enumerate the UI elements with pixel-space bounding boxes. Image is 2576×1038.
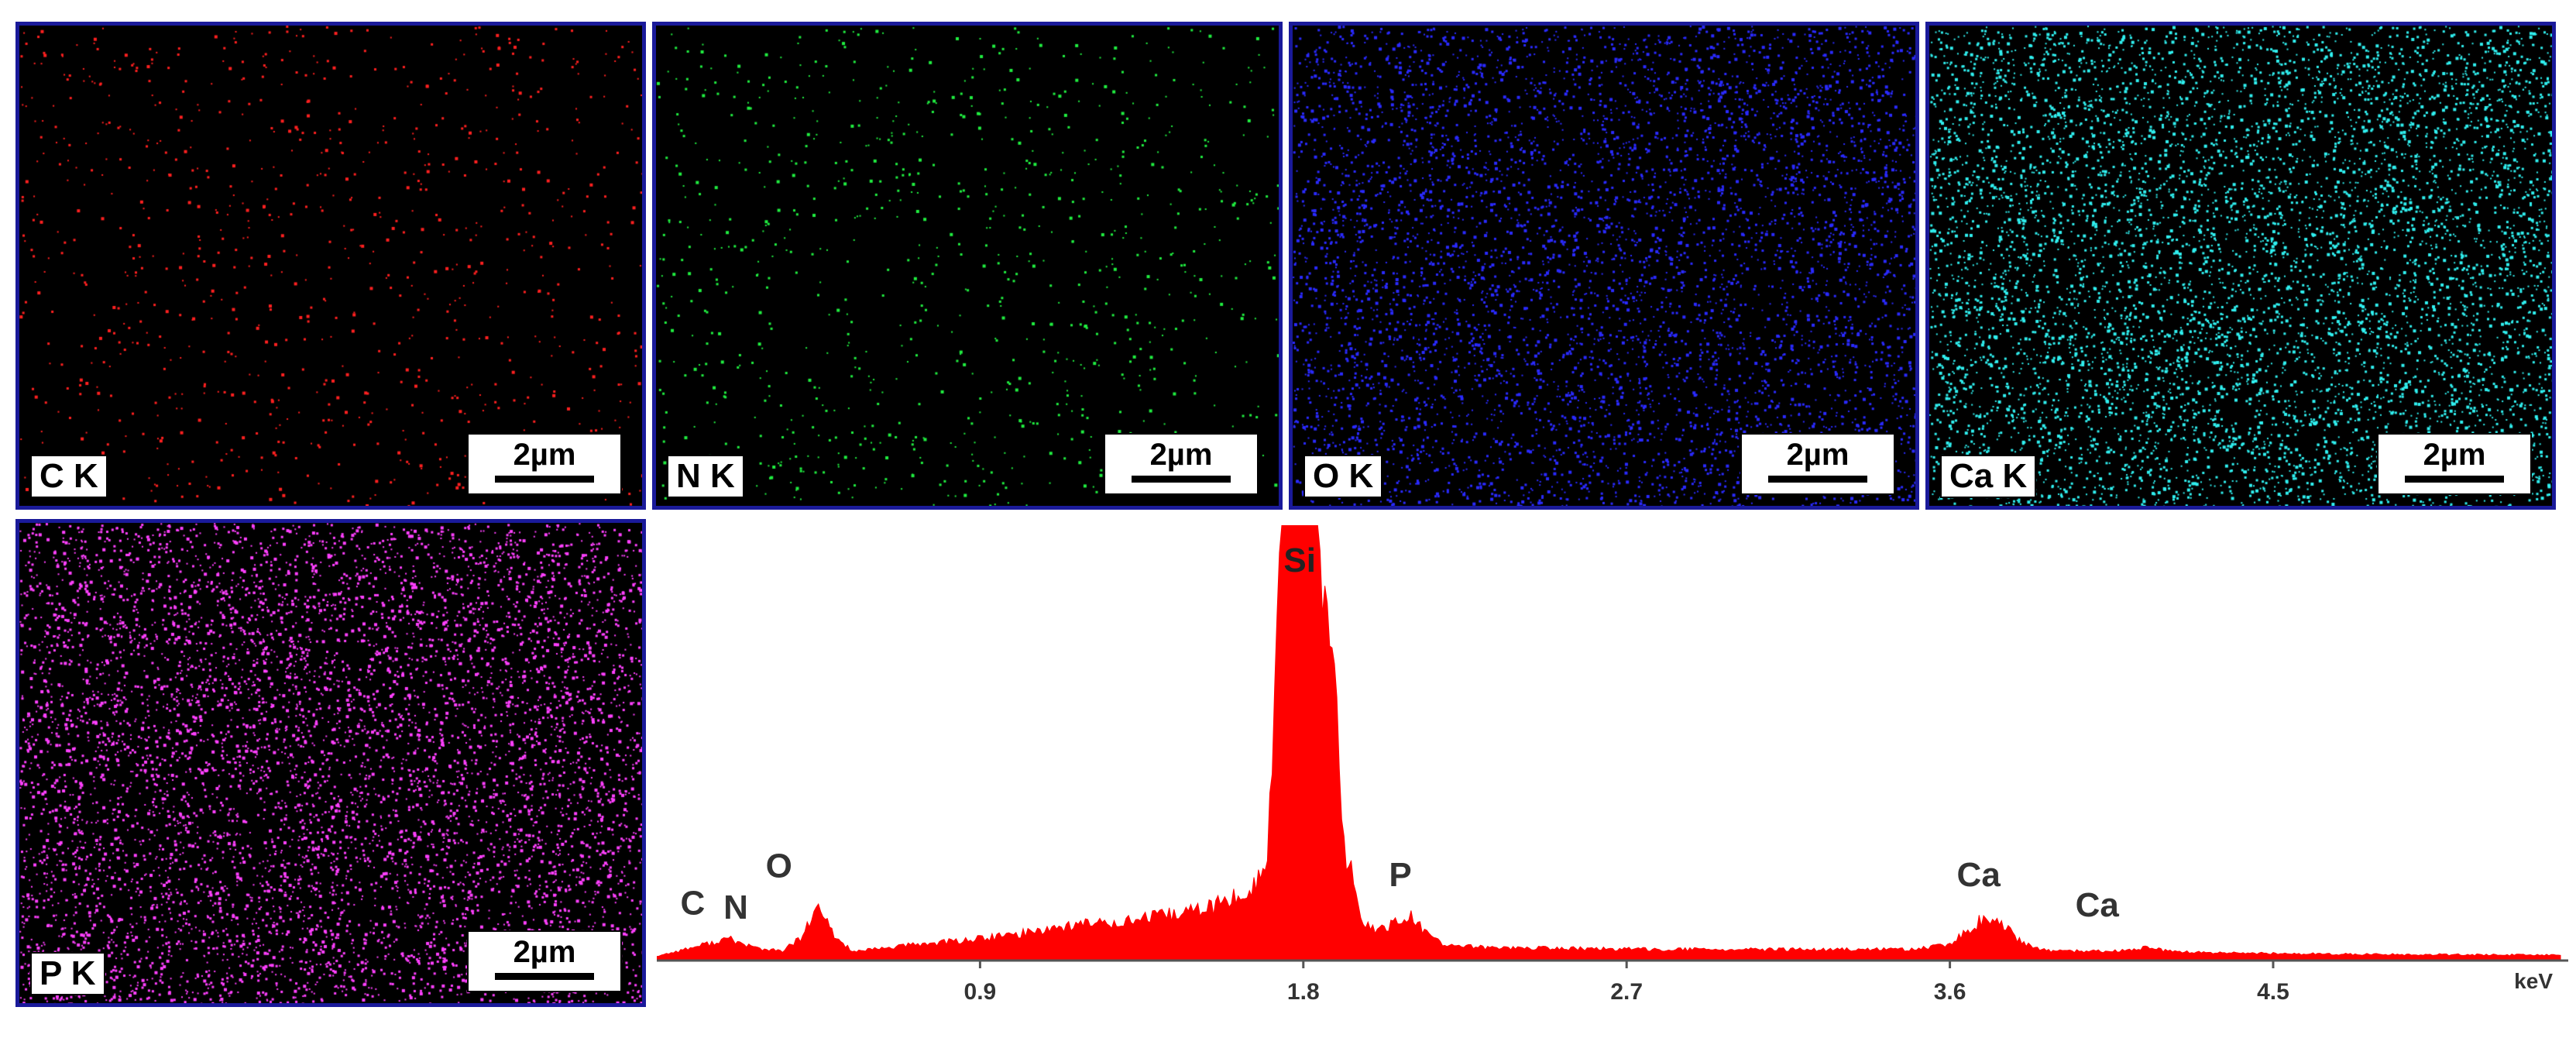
peak-label: O [766,847,792,885]
scale-bar-label: 2µm [1786,438,1850,472]
scale-bar-line [1768,476,1867,483]
scale-bar-label: 2µm [513,935,576,969]
map-dots [656,26,1279,506]
map-label: Ca K [1940,455,2037,498]
map-panel-c: C K 2µm [15,22,646,510]
peak-label: P [1389,856,1411,894]
peak-label: Si [1283,541,1316,579]
map-dots [1293,26,1915,506]
x-tick-label: 3.6 [1934,979,1966,1005]
spectrum-series [657,525,2561,961]
map-panel-p: P K 2µm [15,519,646,1007]
scale-bar-label: 2µm [2423,438,2486,472]
x-axis-label: keV [2514,969,2553,993]
peak-label: N [723,888,748,926]
map-label: O K [1303,455,1383,498]
scale-bar-label: 2µm [1149,438,1213,472]
map-panel-o: O K 2µm [1289,22,1919,510]
x-tick-label: 2.7 [1610,979,1643,1005]
scale-bar: 2µm [467,433,622,495]
map-dots [1929,26,2552,506]
scale-bar-line [2405,476,2504,483]
map-dots [19,26,642,506]
scale-bar: 2µm [467,930,622,992]
map-panel-n: N K 2µm [652,22,1283,510]
map-label: N K [667,455,744,498]
x-tick-label: 4.5 [2257,979,2289,1005]
x-tick-label: 0.9 [964,979,997,1005]
map-panel-ca: Ca K 2µm [1925,22,2556,510]
scale-bar: 2µm [1740,433,1895,495]
scale-bar-line [495,476,594,483]
scale-bar: 2µm [2377,433,2532,495]
scale-bar-label: 2µm [513,438,576,472]
scale-bar: 2µm [1104,433,1259,495]
peak-label: C [680,884,705,922]
map-label: C K [30,455,108,498]
peak-label: Ca [1957,856,2001,894]
scale-bar-line [1132,476,1231,483]
peak-label: Ca [2076,886,2120,924]
eds-spectrum: 0.9 1.8 2.7 3.6 4.5 keV C N O Si P Ca Ca [657,525,2568,1023]
scale-bar-line [495,973,594,980]
spectrum-chart: 0.9 1.8 2.7 3.6 4.5 keV C NO Si P Ca Ca [657,525,2568,1005]
x-tick-label: 1.8 [1287,979,1320,1005]
map-label: P K [30,952,105,995]
map-dots [19,523,642,1003]
